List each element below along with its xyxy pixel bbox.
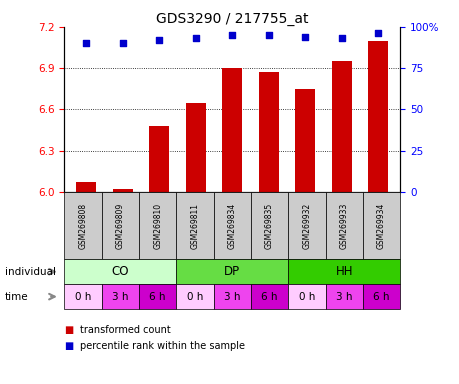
Title: GDS3290 / 217755_at: GDS3290 / 217755_at — [156, 12, 308, 26]
Bar — [139, 284, 176, 309]
Bar — [176, 192, 213, 259]
Bar — [288, 284, 325, 309]
Bar — [258, 72, 278, 192]
Bar — [64, 259, 176, 284]
Text: HH: HH — [335, 265, 352, 278]
Point — [83, 40, 90, 46]
Bar — [295, 89, 315, 192]
Bar — [112, 189, 133, 192]
Point — [337, 35, 345, 41]
Point — [192, 35, 199, 41]
Bar — [368, 41, 387, 192]
Text: GSM269932: GSM269932 — [302, 202, 311, 249]
Bar — [251, 192, 288, 259]
Bar — [325, 284, 362, 309]
Bar — [176, 284, 213, 309]
Bar — [139, 192, 176, 259]
Text: GSM269834: GSM269834 — [227, 202, 236, 249]
Text: GSM269933: GSM269933 — [339, 202, 348, 249]
Text: ■: ■ — [64, 341, 73, 351]
Point — [119, 40, 126, 46]
Point — [228, 32, 235, 38]
Bar — [251, 284, 288, 309]
Text: individual: individual — [5, 266, 56, 277]
Bar — [325, 192, 362, 259]
Bar — [64, 192, 101, 259]
Text: transformed count: transformed count — [80, 325, 171, 335]
Text: GSM269809: GSM269809 — [116, 202, 124, 249]
Point — [374, 30, 381, 36]
Text: 6 h: 6 h — [261, 291, 277, 302]
Bar — [213, 192, 251, 259]
Text: 3 h: 3 h — [335, 291, 352, 302]
Bar — [362, 192, 399, 259]
Bar — [149, 126, 169, 192]
Text: 3 h: 3 h — [112, 291, 129, 302]
Point — [301, 34, 308, 40]
Text: 0 h: 0 h — [298, 291, 314, 302]
Text: 3 h: 3 h — [224, 291, 240, 302]
Text: time: time — [5, 291, 28, 302]
Text: GSM269810: GSM269810 — [153, 202, 162, 249]
Text: GSM269808: GSM269808 — [78, 202, 87, 249]
Point — [264, 32, 272, 38]
Text: percentile rank within the sample: percentile rank within the sample — [80, 341, 245, 351]
Bar — [222, 68, 242, 192]
Bar — [288, 192, 325, 259]
Bar — [101, 284, 139, 309]
Bar — [213, 284, 251, 309]
Bar — [288, 259, 399, 284]
Bar — [331, 61, 351, 192]
Text: GSM269835: GSM269835 — [264, 202, 274, 249]
Bar — [64, 284, 101, 309]
Text: 6 h: 6 h — [373, 291, 389, 302]
Text: GSM269811: GSM269811 — [190, 203, 199, 248]
Bar — [101, 192, 139, 259]
Text: 0 h: 0 h — [186, 291, 203, 302]
Bar — [185, 103, 205, 192]
Bar — [362, 284, 399, 309]
Point — [155, 37, 162, 43]
Text: 0 h: 0 h — [75, 291, 91, 302]
Bar — [76, 182, 96, 192]
Text: DP: DP — [224, 265, 240, 278]
Text: 6 h: 6 h — [149, 291, 166, 302]
Bar — [176, 259, 288, 284]
Text: GSM269934: GSM269934 — [376, 202, 385, 249]
Text: CO: CO — [112, 265, 129, 278]
Text: ■: ■ — [64, 325, 73, 335]
